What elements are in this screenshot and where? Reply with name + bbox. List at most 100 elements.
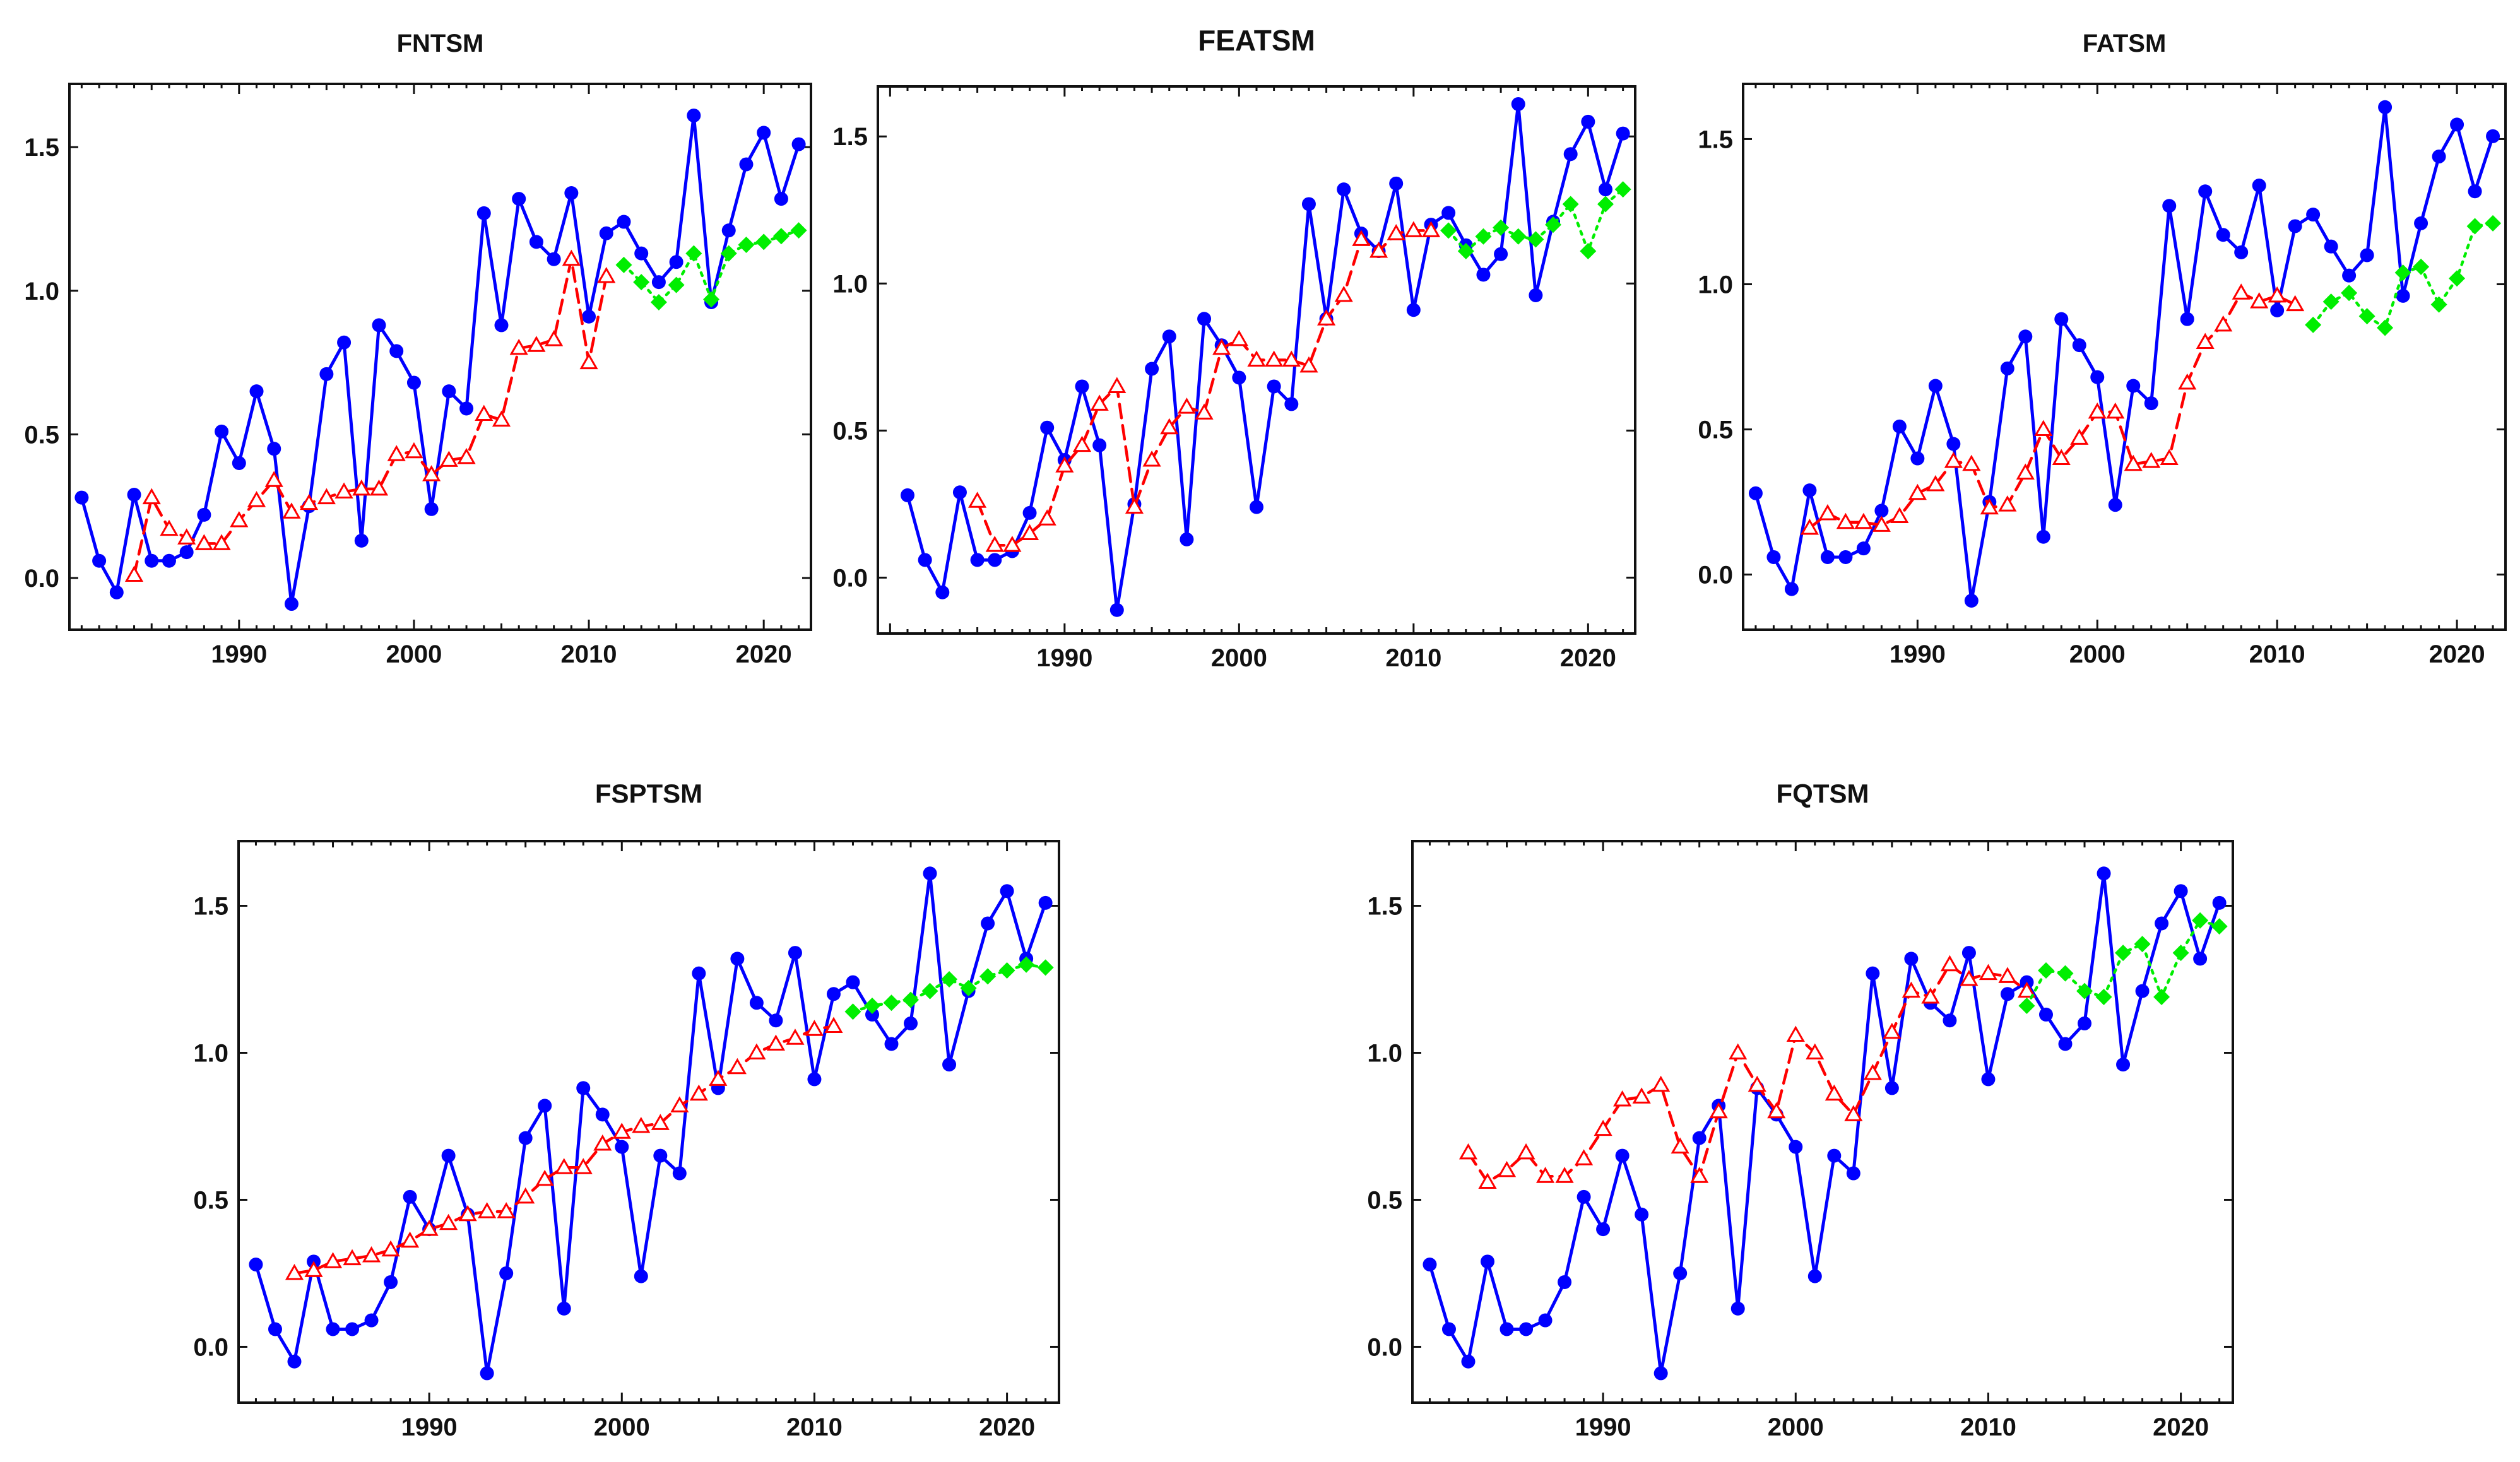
y-tick-label: 1.0 — [1367, 1039, 1402, 1067]
observed-point — [557, 1301, 571, 1316]
observed-point — [372, 318, 386, 333]
x-tick-label: 2000 — [594, 1413, 650, 1441]
fitted-point — [1908, 483, 1927, 500]
fitted-point — [1671, 1137, 1689, 1154]
fitted-point — [1979, 964, 1998, 981]
observed-point — [634, 246, 649, 261]
fitted-point — [497, 1202, 516, 1218]
forecast-point — [650, 294, 667, 310]
forecast-point — [2076, 982, 2093, 999]
fitted-point — [343, 1249, 362, 1266]
observed-point — [1145, 362, 1159, 376]
forecast-point — [1562, 196, 1579, 213]
series-fitted — [124, 249, 616, 582]
observed-point — [518, 1131, 533, 1145]
fitted-point — [160, 519, 179, 536]
observed-point — [2126, 379, 2141, 393]
fitted-point — [1282, 350, 1301, 367]
fitted-point — [1854, 512, 1873, 529]
fitted-line — [293, 1025, 836, 1275]
chart-title: FEATSM — [1198, 24, 1315, 57]
series-fitted — [1458, 955, 2037, 1189]
observed-point — [162, 553, 176, 568]
forecast-point — [1475, 228, 1492, 245]
fitted-point — [124, 565, 144, 582]
forecast-point — [979, 968, 997, 985]
observed-point — [2396, 288, 2410, 303]
x-tick-label: 1990 — [1036, 644, 1092, 672]
fitted-point — [1497, 1160, 1517, 1177]
observed-point — [774, 192, 788, 206]
observed-point — [807, 1072, 822, 1087]
observed-point — [1946, 437, 1961, 451]
fitted-point — [1299, 356, 1318, 373]
observed-point — [2135, 984, 2150, 998]
fitted-point — [2160, 449, 2179, 466]
forecast-point — [998, 962, 1015, 979]
series-fitted — [968, 221, 1441, 552]
observed-point — [337, 335, 352, 350]
forecast-point — [1614, 181, 1631, 198]
series-forecast — [1440, 181, 1631, 260]
observed-point — [512, 192, 526, 206]
observed-point — [249, 1257, 263, 1271]
fitted-point — [1334, 285, 1353, 302]
observed-point — [739, 157, 754, 172]
fitted-point — [574, 1158, 593, 1174]
fitted-point — [401, 1231, 420, 1248]
fitted-point — [535, 1169, 554, 1186]
observed-point — [1511, 97, 1525, 111]
forecast-point — [703, 291, 720, 308]
x-tick-label: 2020 — [736, 640, 792, 668]
series-observed — [74, 109, 806, 611]
observed-point — [1884, 1081, 1899, 1095]
observed-point — [1820, 550, 1835, 564]
observed-point — [1267, 379, 1281, 394]
fitted-point — [509, 338, 528, 355]
observed-point — [2144, 396, 2158, 411]
observed-point — [1789, 1140, 1803, 1154]
observed-point — [2058, 1037, 2073, 1051]
observed-point — [935, 585, 950, 599]
fitted-point — [1998, 967, 2017, 983]
forecast-point — [1037, 959, 1054, 976]
x-tick-label: 2020 — [2153, 1413, 2209, 1441]
forecast-point — [1527, 231, 1544, 248]
fitted-point — [1806, 1043, 1825, 1059]
fitted-point — [805, 1020, 824, 1036]
observed-point — [1038, 895, 1053, 910]
observed-point — [1162, 329, 1176, 344]
fitted-point — [142, 488, 161, 505]
fitted-point — [352, 479, 371, 496]
observed-point — [1892, 419, 1907, 433]
observed-point — [788, 946, 802, 960]
fitted-point — [747, 1043, 766, 1059]
fitted-point — [1072, 435, 1092, 452]
observed-point — [109, 585, 124, 599]
fitted-point — [300, 493, 319, 510]
observed-point — [1109, 603, 1124, 617]
fitted-point — [2052, 449, 2071, 466]
fitted-point — [2250, 292, 2269, 309]
observed-point — [2090, 370, 2105, 384]
forecast-point — [1493, 219, 1510, 236]
fitted-point — [2016, 463, 2035, 480]
fitted-point — [2106, 402, 2125, 419]
series-forecast — [844, 956, 1054, 1020]
fitted-point — [1962, 454, 1981, 471]
observed-point — [74, 490, 89, 505]
observed-point — [721, 223, 736, 238]
fitted-point — [579, 353, 598, 370]
observed-point — [2324, 239, 2338, 254]
observed-point — [1529, 288, 1543, 302]
series-observed — [1423, 866, 2227, 1381]
fitted-point — [420, 1220, 439, 1236]
fitted-point — [1709, 1102, 1728, 1119]
fitted-point — [1020, 524, 1039, 541]
fitted-point — [1883, 1022, 1902, 1039]
forecast-point — [772, 228, 790, 245]
observed-point — [232, 456, 246, 470]
observed-point — [145, 553, 159, 568]
forecast-point — [2322, 293, 2340, 310]
observed-point — [1389, 176, 1404, 191]
